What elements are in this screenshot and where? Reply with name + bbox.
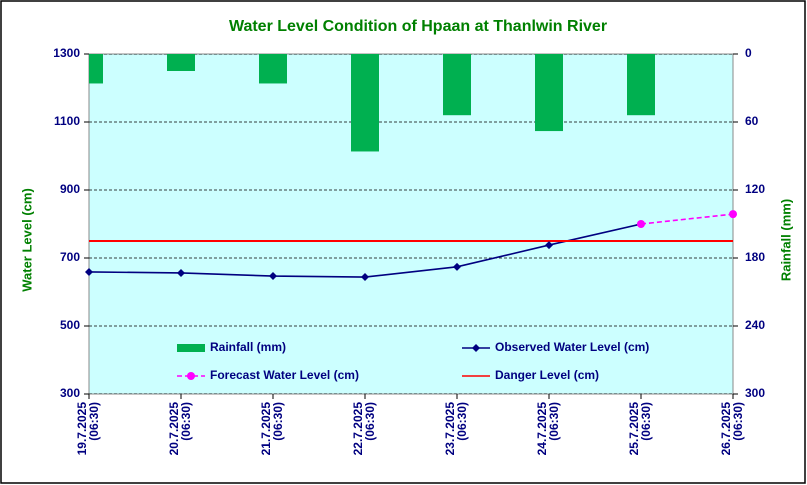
y2-axis-label: Rainfall (mm) [778, 199, 793, 281]
legend-marker [472, 344, 480, 352]
legend-label: Danger Level (cm) [495, 368, 599, 382]
y2-tick-label: 180 [745, 250, 765, 264]
y-tick-label: 700 [60, 250, 80, 264]
x-tick-line: 21.7.2025 [259, 402, 273, 456]
x-tick-line: 19.7.2025 [75, 402, 89, 456]
y2-tick-label: 240 [745, 318, 765, 332]
x-tick-line: (06:30) [179, 402, 193, 441]
x-tick-line: 20.7.2025 [167, 402, 181, 456]
x-tick-label: 24.7.2025(06:30) [535, 402, 561, 456]
legend-label: Rainfall (mm) [210, 340, 286, 354]
x-tick-line: (06:30) [639, 402, 653, 441]
series-marker [361, 273, 369, 282]
x-tick-line: 26.7.2025 [719, 402, 733, 456]
legend-label: Observed Water Level (cm) [495, 340, 649, 354]
y2-tick-label: 60 [745, 114, 759, 128]
y-tick-label: 1100 [54, 114, 80, 128]
y-tick-label: 300 [60, 386, 80, 400]
plot-area [88, 53, 734, 395]
series-marker [177, 268, 185, 277]
y2-tick-label: 300 [745, 386, 765, 400]
rain-bar [89, 54, 103, 84]
y2-tick-label: 0 [745, 46, 752, 60]
rain-bar [351, 54, 379, 152]
legend-marker [187, 372, 195, 380]
x-tick-line: 22.7.2025 [351, 402, 365, 456]
series-marker [545, 241, 553, 250]
x-tick-line: 23.7.2025 [443, 402, 457, 456]
x-tick-label: 26.7.2025(06:30) [719, 402, 745, 456]
rain-bar [167, 54, 195, 71]
y2-tick-label: 120 [745, 182, 765, 196]
rain-bar [627, 54, 655, 116]
x-tick-line: (06:30) [455, 402, 469, 441]
y-tick-label: 500 [60, 318, 80, 332]
series-marker [453, 262, 461, 271]
rain-bar [443, 54, 471, 116]
plot-layer [89, 54, 733, 394]
x-tick-line: (06:30) [87, 402, 101, 441]
series-marker [729, 210, 737, 219]
x-tick-line: 25.7.2025 [627, 402, 641, 456]
y-tick-label: 900 [60, 182, 80, 196]
series-marker [269, 272, 277, 281]
x-tick-line: (06:30) [271, 402, 285, 441]
x-tick-label: 19.7.2025(06:30) [75, 402, 101, 456]
x-tick-label: 23.7.2025(06:30) [443, 402, 469, 456]
chart-title: Water Level Condition of Hpaan at Thanlw… [229, 18, 607, 35]
x-tick-line: (06:30) [547, 402, 561, 441]
x-tick-label: 21.7.2025(06:30) [259, 402, 285, 456]
x-tick-line: (06:30) [731, 402, 745, 441]
series-marker [637, 220, 645, 228]
y-axis-label: Water Level (cm) [19, 188, 34, 292]
x-tick-line: 24.7.2025 [535, 402, 549, 456]
x-tick-label: 22.7.2025(06:30) [351, 402, 377, 456]
y-tick-label: 1300 [53, 46, 80, 60]
x-tick-label: 20.7.2025(06:30) [167, 402, 193, 456]
rain-bar [535, 54, 563, 132]
legend-swatch [177, 344, 205, 352]
legend-label: Forecast Water Level (cm) [210, 368, 359, 382]
x-tick-line: (06:30) [363, 402, 377, 441]
rain-bar [259, 54, 287, 84]
x-tick-label: 25.7.2025(06:30) [627, 402, 653, 456]
series-marker [85, 267, 93, 276]
